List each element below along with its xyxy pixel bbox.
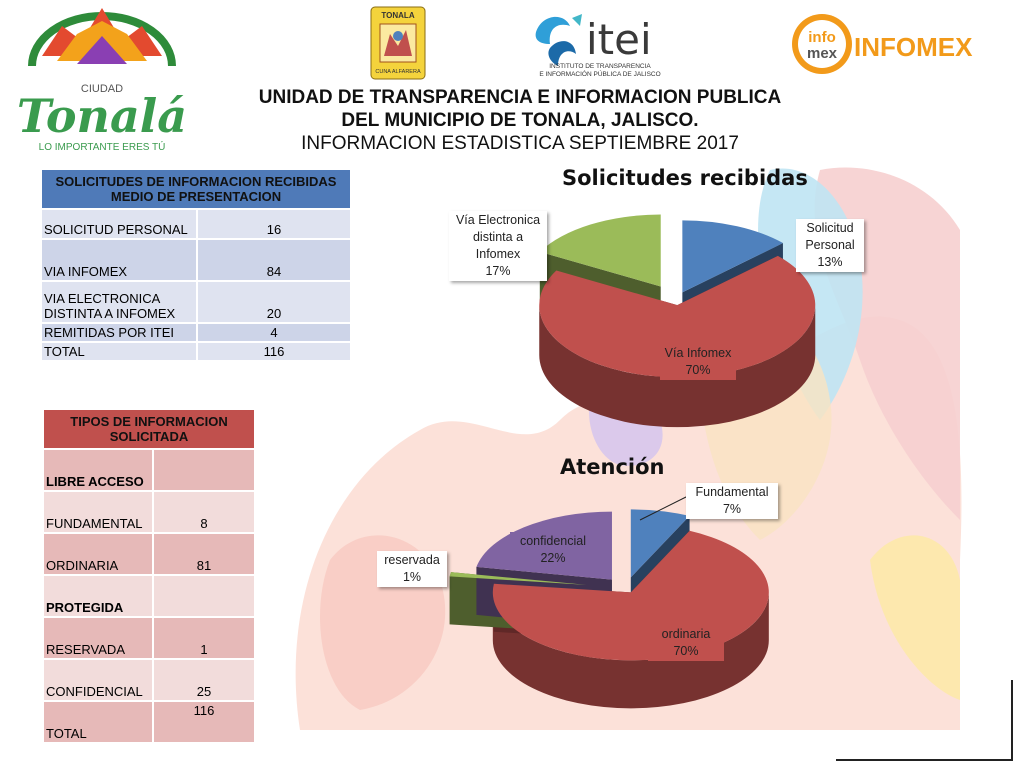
itei-subtitle-2: E INFORMACIÓN PÚBLICA DE JALISCO <box>539 69 660 78</box>
pie-slice-fundamental <box>630 509 690 578</box>
pie2-label-value: 1% <box>402 570 422 584</box>
tonala-logo-small-text: CIUDAD <box>81 83 123 95</box>
table-tipos-title: TIPOS DE INFORMACION SOLICITADA <box>42 408 256 450</box>
shield-top-text: TONALA <box>381 11 414 20</box>
pie1-label-via-electronica: Vía Electronica distinta a Infomex 17% <box>449 211 547 281</box>
pie2-label-confidencial: confidencial 22% <box>510 532 596 568</box>
tonala-logo: CIUDAD Tonalá LO IMPORTANTE ERES TÚ <box>17 8 187 153</box>
chart-1-title: Solicitudes recibidas <box>562 166 808 190</box>
pie1-label-solicitud-personal: Solicitud Personal 13% <box>796 219 864 272</box>
pie2-label-name: confidencial <box>519 534 586 548</box>
itei-wordmark: itei <box>586 15 652 64</box>
pie-slice-v-a-infomex <box>539 255 816 378</box>
pie2-label-name: reservada <box>384 553 440 567</box>
table-row-value: 84 <box>196 238 352 282</box>
pie1-label-name: Vía Electronica distinta a Infomex <box>455 213 541 261</box>
pie2-label-value: 22% <box>540 551 566 565</box>
table-row-label: RESERVADA <box>42 616 154 660</box>
table-row-label: FUNDAMENTAL <box>42 490 154 534</box>
pie2-label-value: 70% <box>673 644 699 658</box>
pie-slice-v-a-electronica-distinta-a-infomex <box>539 214 661 287</box>
itei-subtitle-1: INSTITUTO DE TRANSPARENCIA <box>549 63 651 70</box>
table-row-label: VIA ELECTRONICA DISTINTA A INFOMEX <box>40 280 198 324</box>
table-row-value: 4 <box>196 322 352 343</box>
pie1-label-name: Solicitud Personal <box>805 221 855 252</box>
table-medio-title: SOLICITUDES DE INFORMACION RECIBIDAS MED… <box>40 168 352 210</box>
tonala-logo-slogan: LO IMPORTANTE ERES TÚ <box>39 140 166 153</box>
table-row-value <box>152 448 256 492</box>
table-row-value: 81 <box>152 532 256 576</box>
table-row-value: 116 <box>196 341 352 362</box>
infomex-logo: info mex INFOMEX <box>792 14 973 74</box>
pie2-label-ordinaria: ordinaria 70% <box>648 625 724 661</box>
infomex-badge-mex: mex <box>807 45 838 62</box>
table-row-label: ORDINARIA <box>42 532 154 576</box>
table-row-label: CONFIDENCIAL <box>42 658 154 702</box>
table-row-value: 8 <box>152 490 256 534</box>
table-row-value: 25 <box>152 658 256 702</box>
table-row-value: 16 <box>196 208 352 240</box>
table-row-label: REMITIDAS POR ITEI <box>40 322 198 343</box>
table-row-label: TOTAL <box>40 341 198 362</box>
table-row-label: VIA INFOMEX <box>40 238 198 282</box>
shield-bottom-text: CUNA ALFARERA <box>375 69 421 75</box>
chart-2-title: Atención <box>560 455 665 479</box>
pie1-label-value: 13% <box>817 255 843 269</box>
pie1-label-value: 70% <box>685 363 711 377</box>
pie1-label-value: 17% <box>485 264 511 278</box>
table-row-value: 116 <box>152 700 256 744</box>
pie1-label-via-infomex: Vía Infomex 70% <box>660 344 736 380</box>
table-tipos-informacion: TIPOS DE INFORMACION SOLICITADA LIBRE AC… <box>42 408 256 744</box>
table-row-label: SOLICITUD PERSONAL <box>40 208 198 240</box>
table-row-value: 1 <box>152 616 256 660</box>
table-row-label: TOTAL <box>42 700 154 744</box>
tonala-logo-wordmark: Tonalá <box>17 89 187 143</box>
pie2-label-fundamental: Fundamental 7% <box>686 483 778 519</box>
table-row-label: LIBRE ACCESO <box>42 448 154 492</box>
pie1-label-name: Vía Infomex <box>664 346 732 360</box>
table-row-value: 20 <box>196 280 352 324</box>
pie-slice-reservada <box>449 572 587 585</box>
table-medio-presentacion: SOLICITUDES DE INFORMACION RECIBIDAS MED… <box>40 168 352 362</box>
infomex-badge-info: info <box>808 29 836 46</box>
pie2-label-reservada: reservada 1% <box>377 551 447 587</box>
infomex-wordmark: INFOMEX <box>854 32 973 62</box>
table-row-label: PROTEGIDA <box>42 574 154 618</box>
pie-slice-solicitud-personal <box>682 220 783 293</box>
pie2-label-value: 7% <box>722 502 742 516</box>
itei-logo: itei INSTITUTO DE TRANSPARENCIA E INFORM… <box>535 14 661 78</box>
tonala-shield-logo: TONALA CUNA ALFARERA <box>370 6 426 80</box>
table-row-value <box>152 574 256 618</box>
header-line-1: UNIDAD DE TRANSPARENCIA E INFORMACION PU… <box>258 87 782 108</box>
pie2-label-name: ordinaria <box>661 627 711 641</box>
header-line-2: DEL MUNICIPIO DE TONALA, JALISCO. <box>341 110 699 131</box>
header-line-3: INFORMACION ESTADISTICA SEPTIEMBRE 2017 <box>301 133 739 154</box>
pie2-label-name: Fundamental <box>695 485 769 499</box>
